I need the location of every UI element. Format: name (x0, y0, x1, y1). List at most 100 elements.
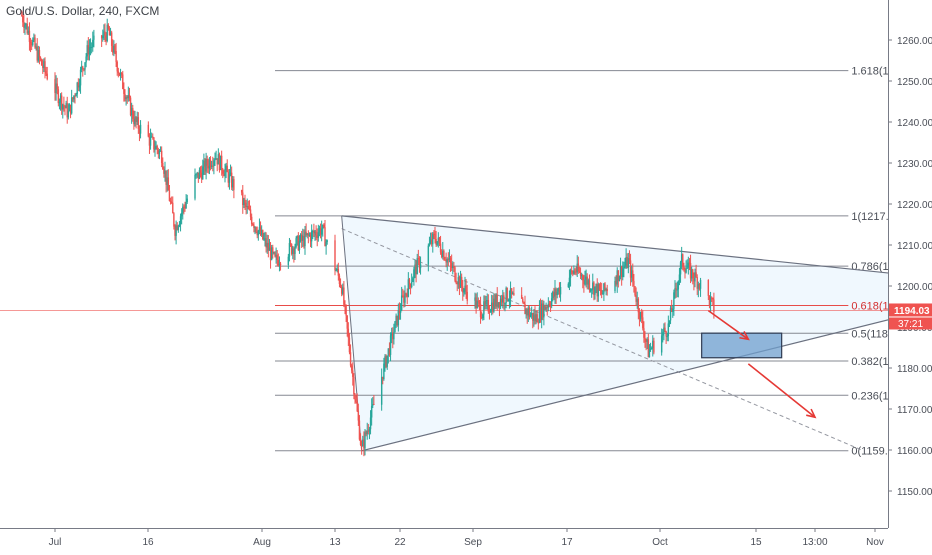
candle-body (77, 82, 80, 88)
candle-body (405, 293, 407, 295)
candle-body (203, 160, 205, 167)
candle-body (682, 254, 684, 267)
candle-body (369, 417, 372, 430)
candle-body (556, 291, 558, 296)
candle-body (303, 235, 305, 247)
candle-body (356, 401, 358, 412)
candle-body (205, 159, 207, 172)
candle-body (499, 298, 502, 308)
candle-body (475, 297, 477, 308)
candle-body (119, 72, 122, 76)
candle-body (254, 227, 256, 229)
candle-body (672, 308, 674, 312)
candle-body (436, 241, 438, 245)
candle-body (454, 267, 456, 281)
candle-body (523, 302, 525, 304)
candle-body (358, 420, 361, 440)
candle-body (504, 303, 506, 305)
y-tick-label: 1180.00 (897, 364, 932, 375)
candle-body (112, 45, 114, 53)
candle-body (219, 155, 222, 170)
candle-body (439, 243, 442, 253)
candle-body (665, 331, 667, 337)
candle-body (107, 24, 110, 29)
candle-body (544, 305, 546, 310)
candle-body (92, 39, 94, 47)
y-tick-label: 1230.00 (897, 159, 932, 170)
candle-body (522, 298, 524, 303)
candle-body (593, 282, 595, 295)
candle-body (163, 169, 165, 174)
candle-body (224, 170, 226, 177)
candle-body (115, 50, 117, 62)
candle-body (299, 234, 302, 241)
x-tick-label: 22 (394, 537, 406, 548)
x-tick-label: 15 (750, 537, 762, 548)
candle-body (462, 286, 464, 293)
candle-body (569, 270, 572, 278)
candle-body (65, 103, 67, 109)
candle-body (397, 310, 400, 326)
candle-body (287, 256, 290, 265)
candle-body (383, 363, 385, 380)
candle-body (297, 235, 300, 251)
candle-body (363, 439, 365, 449)
candle-body (39, 57, 42, 60)
candle-body (502, 295, 504, 303)
candle-body (345, 305, 347, 316)
candle-body (106, 24, 108, 41)
candle-body (399, 310, 402, 314)
candle-body (604, 283, 606, 290)
candle-body (109, 32, 112, 36)
candle-body (373, 403, 375, 405)
candle-body (537, 322, 540, 324)
forecast-arrows (707, 309, 817, 419)
candle-body (416, 258, 418, 275)
candle-body (708, 295, 711, 306)
countdown-label: 37:21 (898, 319, 923, 330)
candle-body (520, 294, 523, 299)
triangle-upper-trendline (341, 215, 932, 279)
candle-body (386, 355, 388, 367)
candlesticks (20, 10, 715, 457)
candle-body (698, 283, 701, 289)
candle-body (195, 174, 197, 176)
candle-body (628, 258, 631, 261)
candle-body (178, 224, 181, 227)
candle-body (380, 376, 383, 405)
candle-body (590, 289, 593, 291)
candle-body (368, 429, 371, 432)
candle-body (64, 106, 66, 109)
candle-body (70, 97, 73, 114)
candle-body (415, 264, 417, 275)
candle-body (337, 268, 340, 276)
candle-body (680, 254, 683, 263)
candle-body (222, 170, 224, 174)
candle-body (137, 117, 140, 129)
candle-body (293, 248, 295, 255)
candle-body (634, 286, 636, 296)
candle-body (387, 348, 390, 356)
candle-body (177, 226, 180, 230)
candle-body (324, 227, 326, 247)
candle-body (642, 317, 644, 329)
y-tick-label: 1250.00 (897, 77, 932, 88)
candle-body (60, 95, 63, 110)
candle-body (259, 227, 262, 235)
candle-body (75, 94, 77, 97)
candle-body (278, 263, 281, 266)
candle-body (699, 280, 702, 289)
candle-body (322, 224, 324, 230)
candle-body (37, 50, 40, 61)
candle-body (132, 108, 134, 119)
candle-body (180, 212, 183, 217)
candle-body (483, 301, 485, 315)
y-tick-label: 1160.00 (897, 446, 932, 457)
candle-body (540, 303, 543, 320)
candle-body (209, 160, 212, 167)
candle-body (122, 74, 124, 89)
candle-body (84, 62, 86, 70)
candle-body (138, 128, 141, 134)
